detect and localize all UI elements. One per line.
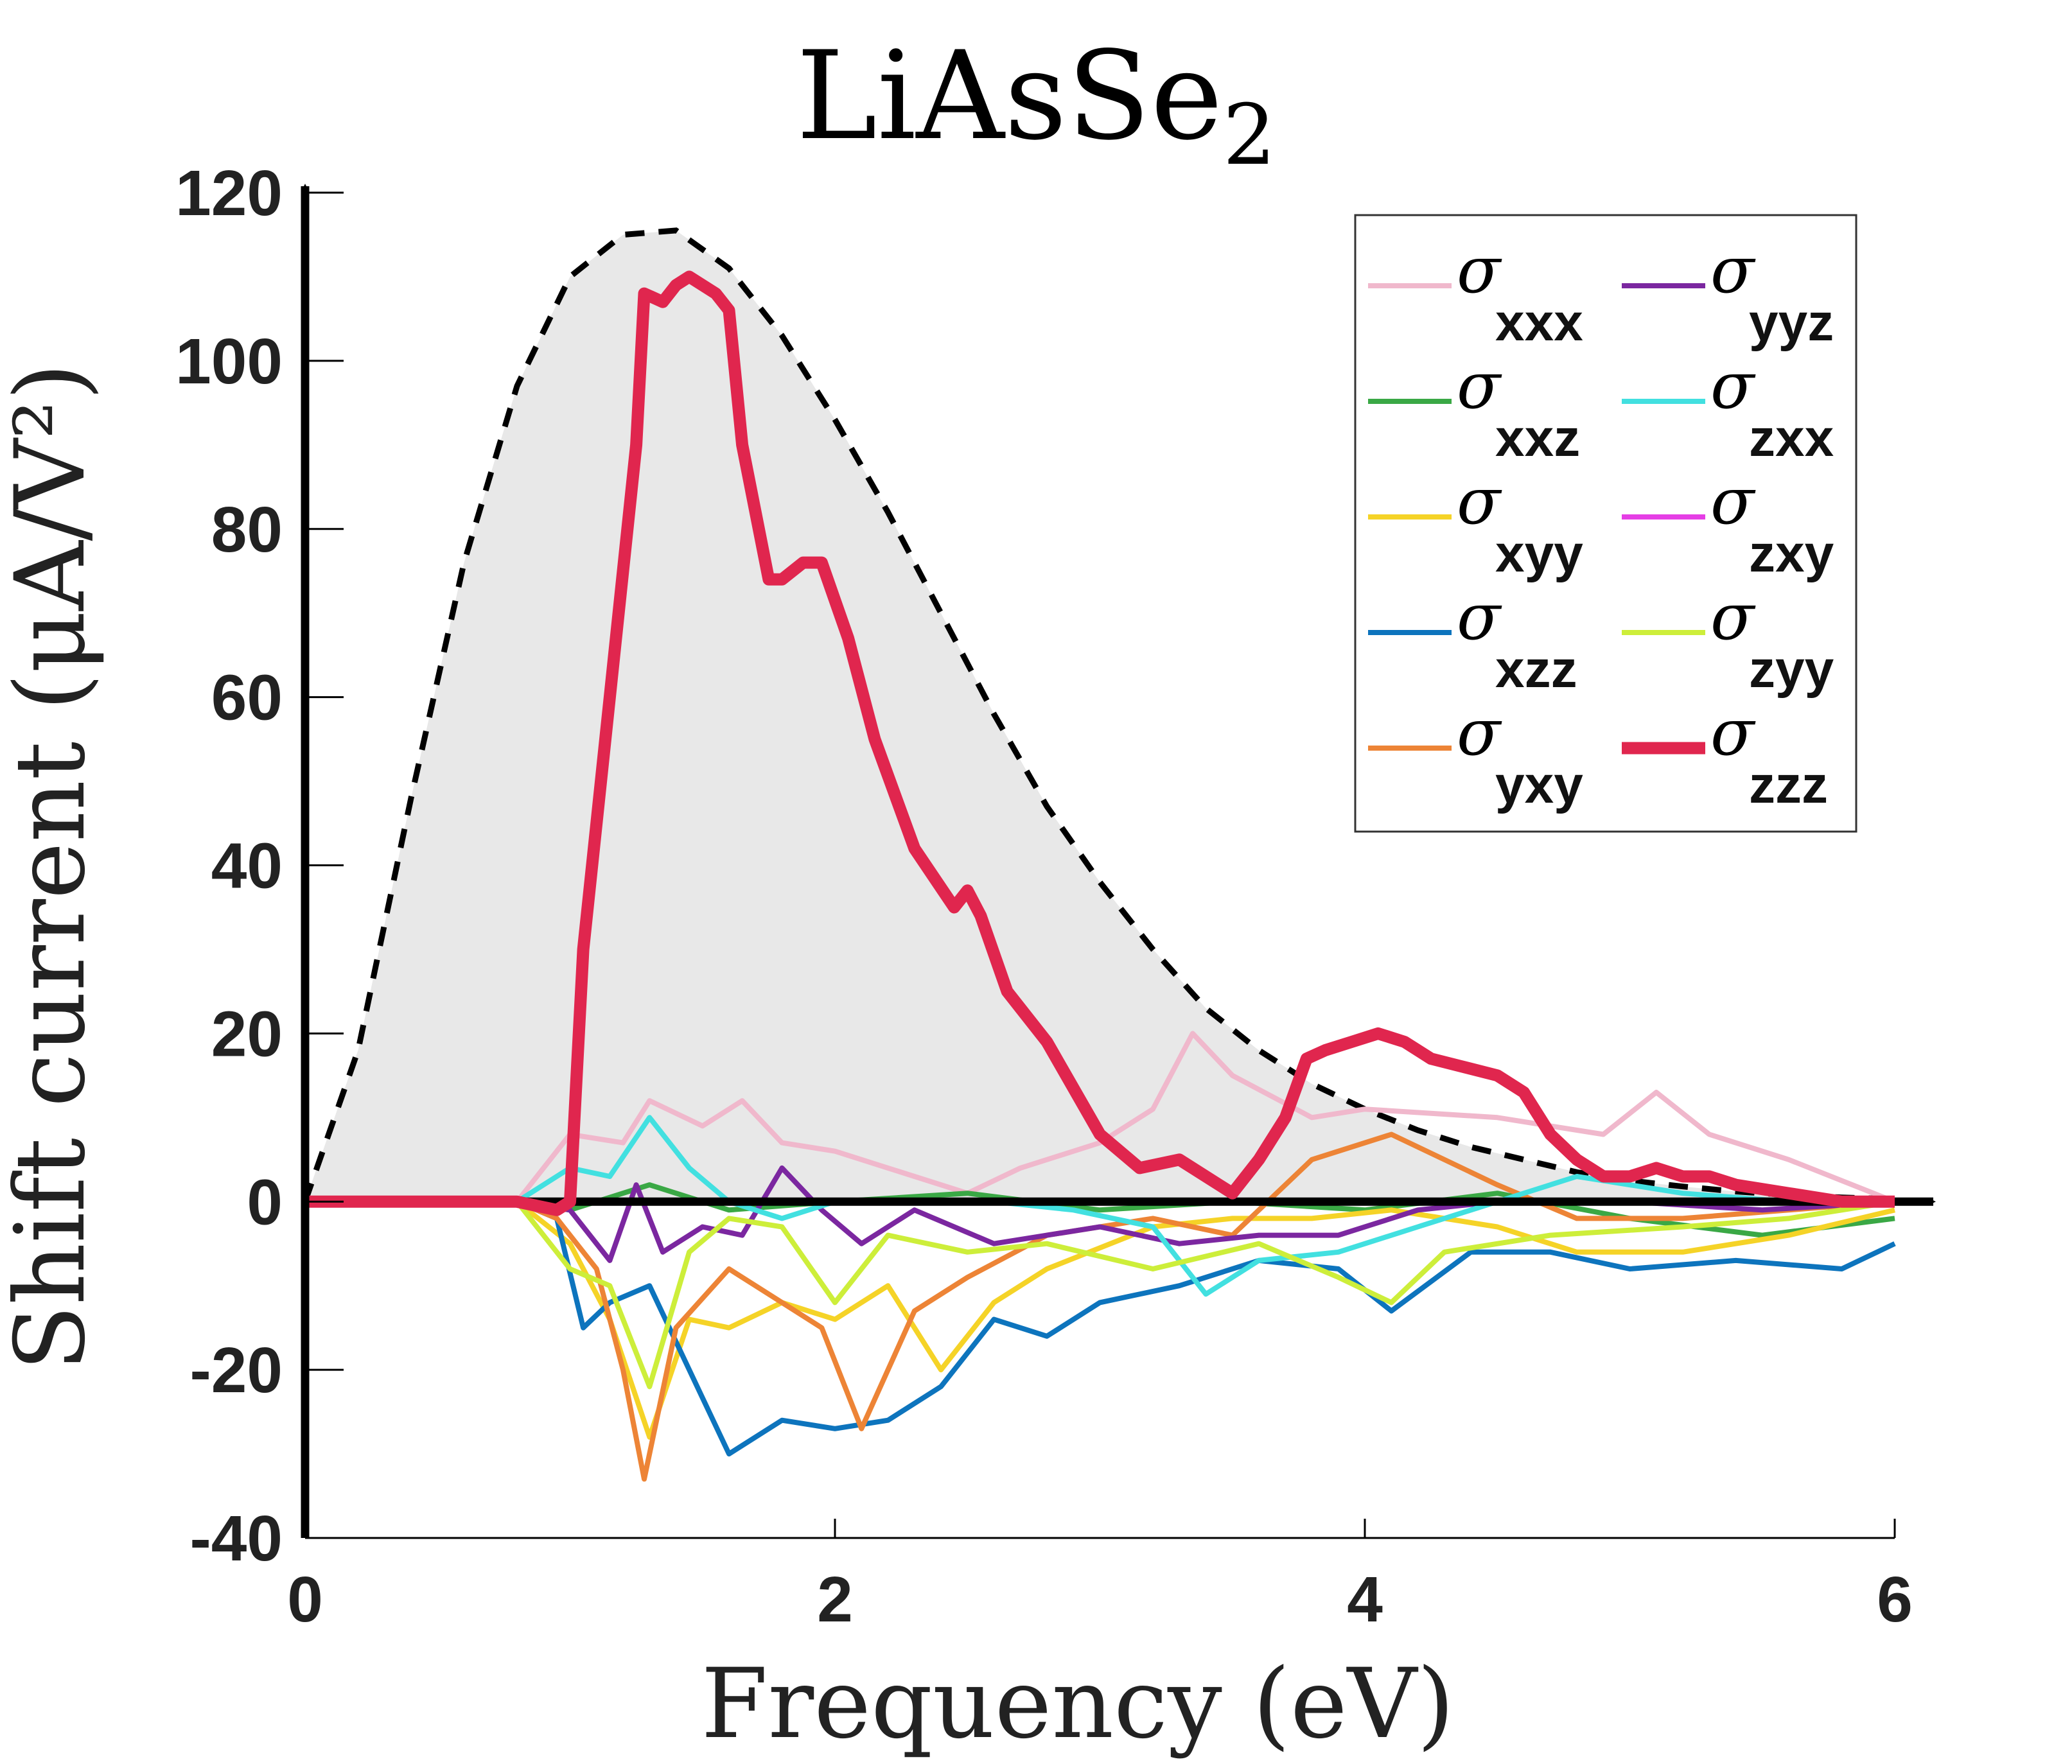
x-tick-label: 4 xyxy=(1347,1564,1383,1636)
chart-title: LiAsSe2 xyxy=(796,25,1276,184)
series-line-zyy xyxy=(305,1199,1895,1390)
x-tick-label: 2 xyxy=(817,1564,853,1636)
x-axis-label: Frequency (eV) xyxy=(701,1648,1454,1760)
y-tick-label: 100 xyxy=(175,326,283,397)
x-tick-label: 0 xyxy=(287,1564,323,1636)
series-group xyxy=(305,270,1936,1482)
y-tick-label: 0 xyxy=(247,1166,283,1238)
series-line-yyz xyxy=(305,1165,1895,1263)
legend-label: zxy xyxy=(1749,525,1834,583)
ticks-group: 0 2 4 6 -40 -20 0 20 40 60 80 100 120 xyxy=(175,157,1913,1636)
legend-label: xzz xyxy=(1495,640,1577,699)
series-line-zxx xyxy=(305,1115,1895,1297)
envelope-fill xyxy=(305,230,1895,1202)
envelope-group xyxy=(302,227,1895,1203)
y-tick-label: 120 xyxy=(175,157,283,229)
y-tick-label: 60 xyxy=(211,662,283,734)
legend-label: xxz xyxy=(1495,409,1580,467)
chart-title-text: LiAsSe2 xyxy=(796,25,1276,184)
legend-sigma: σ xyxy=(1710,348,1756,423)
y-axis-label: Shift current (μA/V²) xyxy=(0,363,107,1371)
legend-label: xyy xyxy=(1495,525,1583,583)
legend-sigma: σ xyxy=(1710,464,1756,539)
series-line-zzz xyxy=(305,270,1895,1216)
y-tick-label: 20 xyxy=(211,998,283,1070)
legend-box xyxy=(1354,214,1857,833)
legend-sigma: σ xyxy=(1457,579,1502,654)
legend-sigma: σ xyxy=(1457,348,1502,423)
legend-sigma: σ xyxy=(1457,695,1502,770)
legend-label: xxx xyxy=(1495,293,1583,352)
legend-label: yyz xyxy=(1749,293,1834,352)
series-line-xxx xyxy=(305,1031,1896,1205)
legend-label: yxy xyxy=(1495,756,1583,814)
series-line-xzz xyxy=(305,1199,1896,1457)
y-tick-label: -40 xyxy=(189,1503,283,1575)
legend-label: zxx xyxy=(1749,409,1834,467)
legend-sigma: σ xyxy=(1457,464,1502,539)
x-tick-label: 6 xyxy=(1877,1564,1913,1636)
y-tick-label: -20 xyxy=(189,1334,283,1406)
legend-label: zyy xyxy=(1749,640,1834,699)
legend-label: zzz xyxy=(1749,756,1828,814)
legend-sigma: σ xyxy=(1710,579,1756,654)
legend-sigma: σ xyxy=(1710,232,1756,308)
legend-sigma: σ xyxy=(1457,232,1502,308)
y-tick-label: 80 xyxy=(211,494,283,566)
y-tick-label: 40 xyxy=(211,830,283,902)
legend-sigma: σ xyxy=(1710,695,1756,770)
series-line-yxy xyxy=(305,1131,1895,1482)
